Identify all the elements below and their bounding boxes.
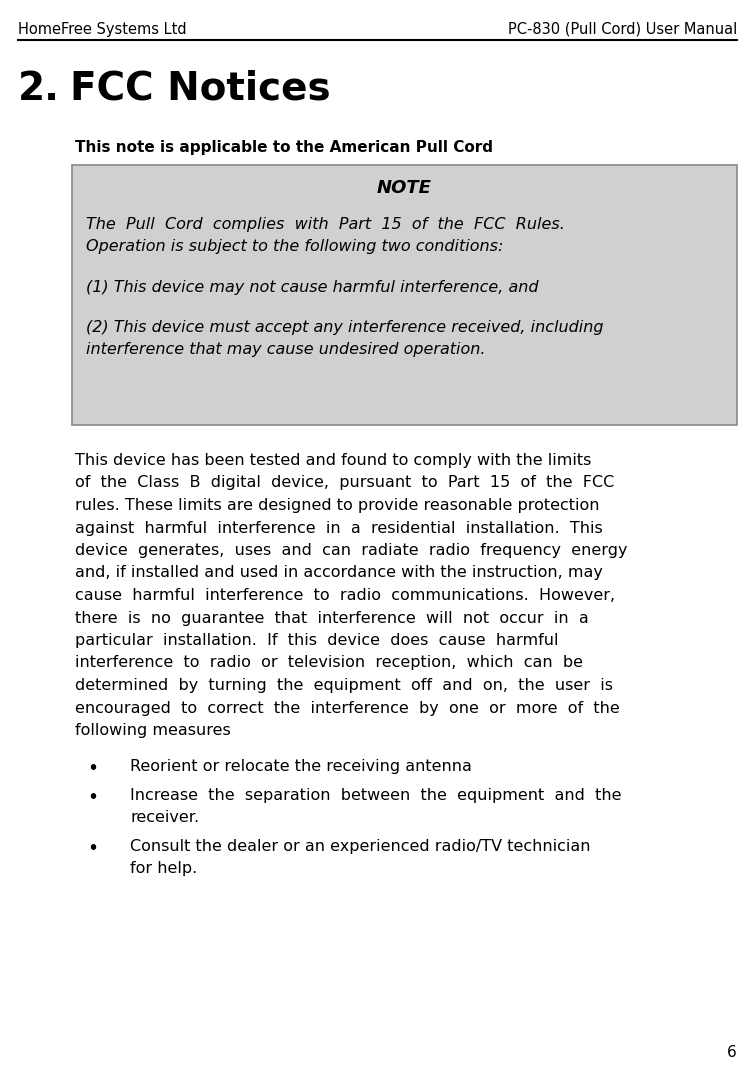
- Text: Consult the dealer or an experienced radio/TV technician: Consult the dealer or an experienced rad…: [130, 839, 590, 854]
- Text: and, if installed and used in accordance with the instruction, may: and, if installed and used in accordance…: [75, 566, 603, 581]
- Text: NOTE: NOTE: [377, 179, 432, 197]
- Text: interference  to  radio  or  television  reception,  which  can  be: interference to radio or television rece…: [75, 656, 583, 671]
- Text: 2.: 2.: [18, 70, 60, 108]
- Text: This note is applicable to the American Pull Cord: This note is applicable to the American …: [75, 140, 493, 155]
- Text: •: •: [88, 760, 99, 779]
- FancyBboxPatch shape: [72, 164, 737, 425]
- Text: (2) This device must accept any interference received, including: (2) This device must accept any interfer…: [86, 320, 603, 335]
- Text: particular  installation.  If  this  device  does  cause  harmful: particular installation. If this device …: [75, 633, 559, 648]
- Text: HomeFree Systems Ltd: HomeFree Systems Ltd: [18, 22, 186, 37]
- Text: device  generates,  uses  and  can  radiate  radio  frequency  energy: device generates, uses and can radiate r…: [75, 543, 627, 558]
- Text: This device has been tested and found to comply with the limits: This device has been tested and found to…: [75, 453, 591, 469]
- Text: receiver.: receiver.: [130, 810, 199, 826]
- Text: The  Pull  Cord  complies  with  Part  15  of  the  FCC  Rules.: The Pull Cord complies with Part 15 of t…: [86, 217, 565, 232]
- Text: FCC Notices: FCC Notices: [70, 70, 331, 108]
- Text: interference that may cause undesired operation.: interference that may cause undesired op…: [86, 342, 485, 357]
- Text: Increase  the  separation  between  the  equipment  and  the: Increase the separation between the equi…: [130, 788, 621, 803]
- Text: for help.: for help.: [130, 861, 197, 876]
- Text: 6: 6: [727, 1045, 737, 1060]
- Text: Operation is subject to the following two conditions:: Operation is subject to the following tw…: [86, 239, 504, 254]
- Text: against  harmful  interference  in  a  residential  installation.  This: against harmful interference in a reside…: [75, 520, 602, 536]
- Text: of  the  Class  B  digital  device,  pursuant  to  Part  15  of  the  FCC: of the Class B digital device, pursuant …: [75, 475, 615, 490]
- Text: following measures: following measures: [75, 723, 231, 738]
- Text: PC-830 (Pull Cord) User Manual: PC-830 (Pull Cord) User Manual: [508, 22, 737, 37]
- Text: •: •: [88, 839, 99, 858]
- Text: rules. These limits are designed to provide reasonable protection: rules. These limits are designed to prov…: [75, 498, 599, 513]
- Text: encouraged  to  correct  the  interference  by  one  or  more  of  the: encouraged to correct the interference b…: [75, 700, 620, 715]
- Text: there  is  no  guarantee  that  interference  will  not  occur  in  a: there is no guarantee that interference …: [75, 610, 589, 625]
- Text: (1) This device may not cause harmful interference, and: (1) This device may not cause harmful in…: [86, 280, 538, 294]
- Text: determined  by  turning  the  equipment  off  and  on,  the  user  is: determined by turning the equipment off …: [75, 678, 613, 692]
- Text: cause  harmful  interference  to  radio  communications.  However,: cause harmful interference to radio comm…: [75, 588, 615, 603]
- Text: •: •: [88, 788, 99, 807]
- Text: Reorient or relocate the receiving antenna: Reorient or relocate the receiving anten…: [130, 760, 472, 775]
